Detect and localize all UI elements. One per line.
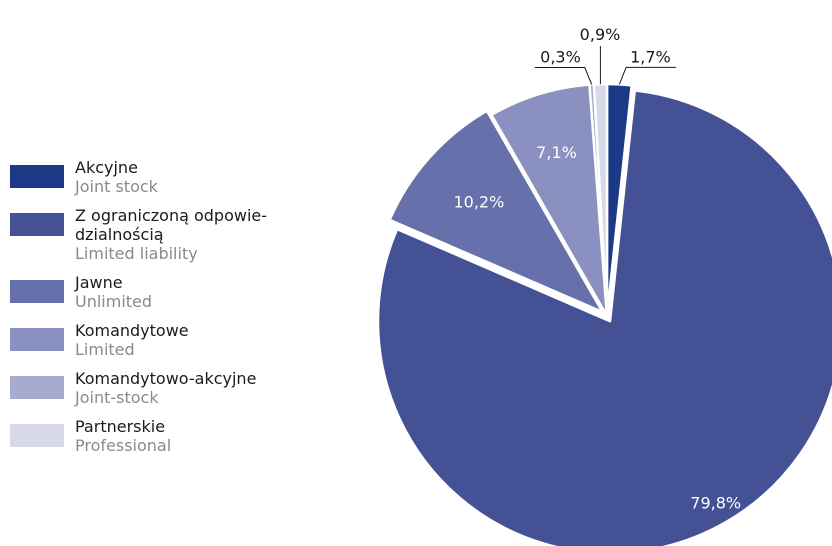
legend-item: Partnerskie Professional — [10, 417, 340, 455]
legend-label-pl: Jawne — [75, 273, 123, 292]
legend-swatch — [10, 328, 64, 351]
legend-text: Komandytowo-akcyjne Joint-stock — [75, 369, 256, 407]
legend-label-en: Professional — [75, 436, 172, 455]
legend-swatch — [10, 376, 64, 399]
legend-label-pl: Komandytowe — [75, 321, 189, 340]
legend-label-pl: Z ograniczoną odpowie- dzialnością — [75, 206, 268, 244]
slice-label: 0,9% — [580, 25, 621, 44]
legend-label-en: Joint-stock — [75, 388, 159, 407]
slice-label: 7,1% — [536, 143, 577, 162]
legend-item: Akcyjne Joint stock — [10, 158, 340, 196]
legend-label-pl: Akcyjne — [75, 158, 138, 177]
legend-swatch — [10, 165, 64, 188]
legend-swatch — [10, 280, 64, 303]
legend-label-pl: Partnerskie — [75, 417, 166, 436]
slice-label: 10,2% — [453, 193, 504, 212]
legend-swatch — [10, 424, 64, 447]
legend-label-en: Limited — [75, 340, 135, 359]
legend-item: Jawne Unlimited — [10, 273, 340, 311]
legend-text: Partnerskie Professional — [75, 417, 171, 455]
legend-text: Akcyjne Joint stock — [75, 158, 158, 196]
legend-text: Z ograniczoną odpowie- dzialnością Limite… — [75, 206, 267, 263]
slice-label: 79,8% — [690, 493, 741, 512]
legend-label-pl: Komandytowo-akcyjne — [75, 369, 257, 388]
pie-slice — [490, 83, 609, 318]
legend-item: Z ograniczoną odpowie- dzialnością Limite… — [10, 206, 340, 263]
leader-line — [618, 66, 677, 85]
pie-slice — [376, 89, 832, 546]
legend: Akcyjne Joint stock Z ograniczoną odpowie-… — [10, 158, 340, 465]
legend-label-en: Unlimited — [75, 292, 153, 311]
legend-swatch — [10, 213, 64, 236]
legend-item: Komandytowo-akcyjne Joint-stock — [10, 369, 340, 407]
legend-item: Komandytowe Limited — [10, 321, 340, 359]
leader-line — [534, 67, 593, 85]
pie-slice — [388, 109, 604, 314]
slice-label: 0,3% — [540, 48, 581, 67]
legend-label-en: Limited liability — [75, 244, 198, 263]
legend-label-en: Joint stock — [75, 177, 158, 196]
slice-label: 1,7% — [630, 47, 671, 66]
legend-text: Komandytowe Limited — [75, 321, 189, 359]
legend-text: Jawne Unlimited — [75, 273, 152, 311]
